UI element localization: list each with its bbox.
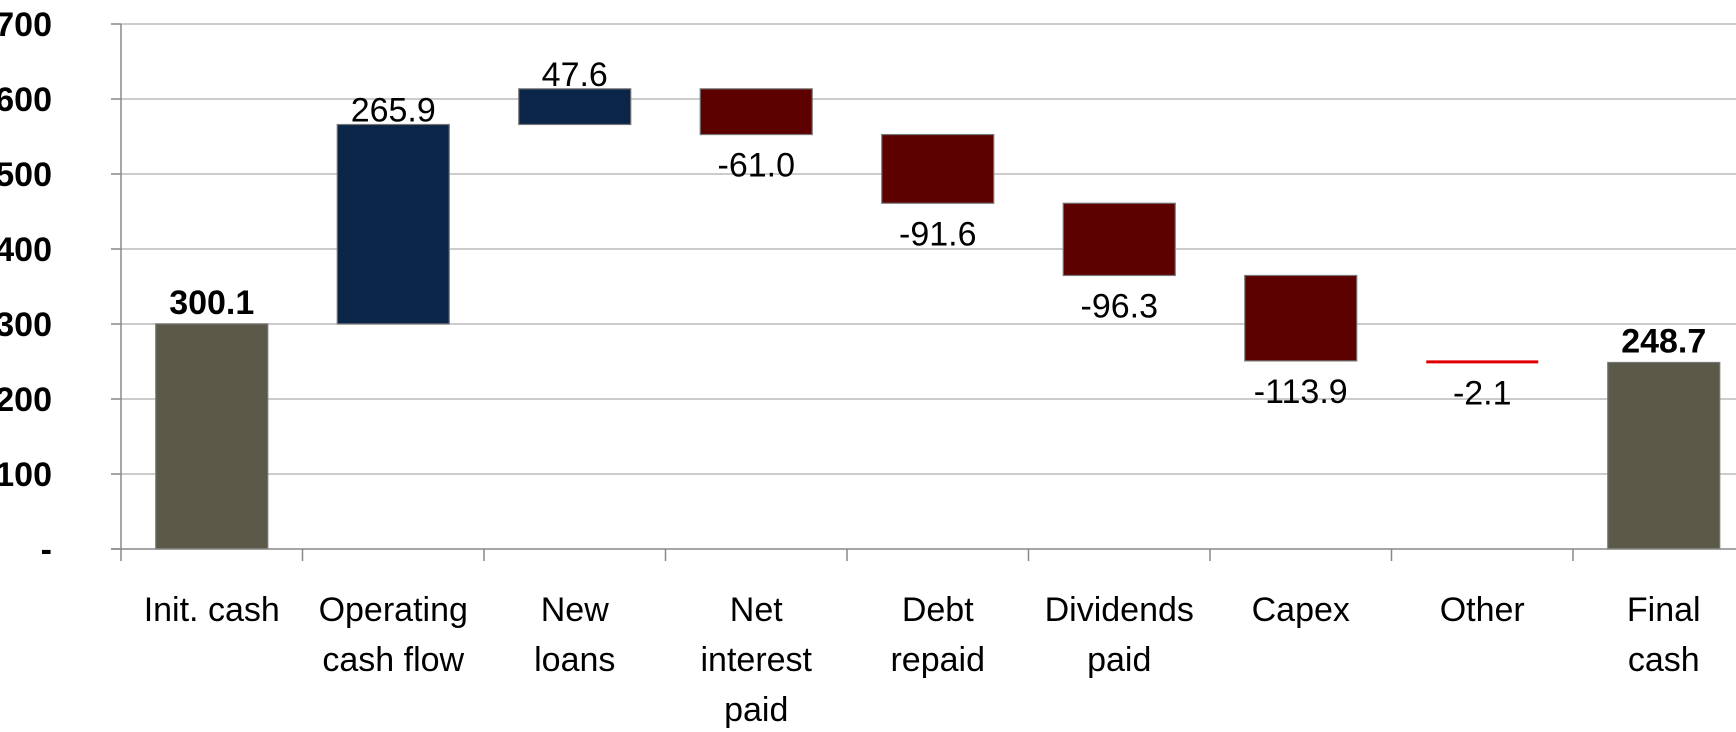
y-tick-label: 600	[0, 81, 52, 119]
category-label-7: Other	[1440, 591, 1525, 629]
y-tick-label: 300	[0, 306, 52, 344]
category-label-line: cash flow	[322, 641, 464, 679]
bar-1	[336, 123, 450, 325]
value-label-1: 265.9	[351, 92, 436, 130]
category-label-3: Net interest paid	[701, 591, 813, 729]
value-label-6: -113.9	[1254, 373, 1348, 411]
value-label-3: -61.0	[718, 147, 796, 185]
category-label-4: Debt repaid	[890, 591, 985, 679]
category-label-line: Dividends	[1045, 591, 1194, 629]
value-label-7: -2.1	[1453, 374, 1512, 412]
category-label-8: Final cash	[1627, 591, 1701, 679]
category-label-1: Operating cash flow	[319, 591, 468, 679]
value-label-0: 300.1	[169, 284, 254, 322]
value-label-2: 47.6	[542, 56, 608, 94]
category-label-line: repaid	[890, 641, 985, 679]
category-label-line: New	[541, 591, 609, 629]
value-labels: 300.1 265.9 47.6 -61.0 -91.6 -96.3 -113.9 -2.1 2…	[169, 56, 1706, 413]
y-tick-label: 400	[0, 231, 52, 269]
category-label-line: cash	[1628, 641, 1700, 679]
bar-5	[1062, 202, 1176, 277]
y-tick-label: -	[41, 531, 52, 569]
category-label-line: Net	[730, 591, 783, 629]
bar-4	[881, 133, 995, 204]
category-label-line: Init. cash	[144, 591, 280, 629]
category-labels: Init. cash Operating cash flow New loans Net i…	[144, 591, 1701, 729]
bar-6	[1244, 274, 1358, 362]
category-label-line: loans	[534, 641, 615, 679]
bar-2	[518, 88, 632, 126]
category-label-5: Dividends paid	[1045, 591, 1194, 679]
bars-group	[155, 88, 1721, 550]
category-label-0: Init. cash	[144, 591, 280, 629]
bar-3	[699, 88, 813, 136]
category-label-line: Other	[1440, 591, 1525, 629]
category-label-line: Final	[1627, 591, 1701, 629]
value-label-5: -96.3	[1081, 287, 1159, 325]
bar-0	[155, 323, 269, 550]
value-label-8: 248.7	[1621, 322, 1706, 360]
axes-group	[111, 23, 1736, 561]
y-tick-label: 700	[0, 6, 52, 44]
category-label-line: paid	[1087, 641, 1151, 679]
category-label-2: New loans	[534, 591, 615, 679]
category-label-line: interest	[701, 641, 813, 679]
category-label-line: Capex	[1252, 591, 1350, 629]
y-tick-label: 100	[0, 456, 52, 494]
category-label-line: Debt	[902, 591, 974, 629]
y-tick-labels: - 100 200 300 400 500 600 700	[0, 6, 52, 569]
value-label-4: -91.6	[899, 215, 977, 253]
bar-8	[1607, 361, 1721, 550]
y-tick-label: 200	[0, 381, 52, 419]
y-tick-label: 500	[0, 156, 52, 194]
category-label-6: Capex	[1252, 591, 1350, 629]
category-label-line: Operating	[319, 591, 468, 629]
category-label-line: paid	[724, 691, 788, 729]
